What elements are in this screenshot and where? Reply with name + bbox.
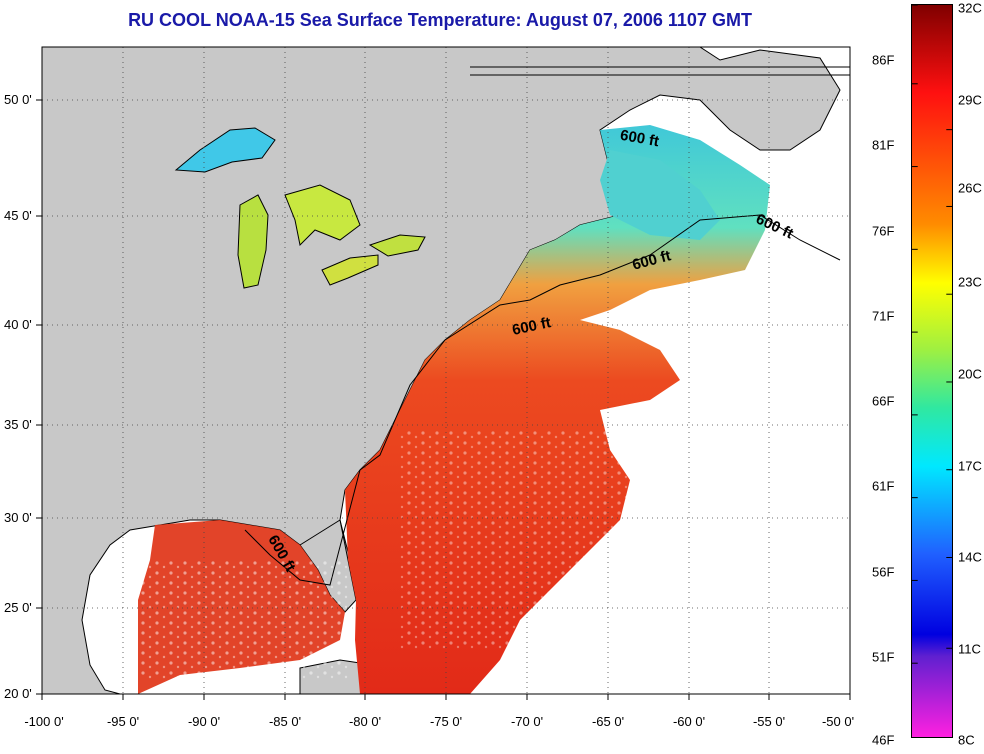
map-title: RU COOL NOAA-15 Sea Surface Temperature:… bbox=[128, 10, 752, 30]
x-tick-label: -100 0' bbox=[24, 714, 64, 729]
colorbar-f-label: 76F bbox=[872, 223, 895, 239]
y-tick-label: 50 0' bbox=[4, 92, 32, 107]
colorbar-c-label: 14C bbox=[958, 549, 982, 565]
y-tick-label: 20 0' bbox=[4, 686, 32, 701]
y-tick-label: 35 0' bbox=[4, 417, 32, 432]
colorbar-f-label: 86F bbox=[872, 52, 895, 68]
colorbar-f-label: 81F bbox=[872, 137, 895, 153]
x-tick-label: -90 0' bbox=[187, 714, 221, 729]
colorbar-f-label: 51F bbox=[872, 649, 895, 665]
colorbar-c-label: 26C bbox=[958, 180, 982, 196]
tick-marks bbox=[36, 99, 851, 700]
x-tick-label: -55 0' bbox=[752, 714, 786, 729]
colorbar-c-label: 23C bbox=[958, 274, 982, 290]
sst-gulf-st-lawrence bbox=[600, 150, 720, 240]
lake-superior bbox=[174, 127, 276, 173]
colorbar-c-label: 32C bbox=[958, 0, 982, 16]
y-tick-label: 30 0' bbox=[4, 510, 32, 525]
x-tick-label: -80 0' bbox=[348, 714, 382, 729]
x-tick-label: -75 0' bbox=[429, 714, 463, 729]
colorbar-c-label: 11C bbox=[958, 641, 981, 657]
x-tick-label: -60 0' bbox=[672, 714, 706, 729]
colorbar-c-label: 8C bbox=[958, 732, 975, 748]
colorbar-c-label: 20C bbox=[958, 366, 982, 382]
y-tick-label: 45 0' bbox=[4, 208, 32, 223]
lake-michigan bbox=[237, 194, 269, 289]
x-tick-label: -65 0' bbox=[591, 714, 625, 729]
x-tick-label: -70 0' bbox=[510, 714, 544, 729]
colorbar-c-label: 17C bbox=[958, 458, 982, 474]
x-tick-label: -85 0' bbox=[268, 714, 302, 729]
colorbar-f-label: 46F bbox=[872, 732, 895, 748]
lake-erie bbox=[321, 254, 379, 286]
lake-ontario bbox=[368, 234, 426, 257]
colorbar-f-label: 71F bbox=[872, 308, 895, 324]
isobath-600ft bbox=[244, 214, 841, 586]
colorbar-f-label: 61F bbox=[872, 478, 895, 494]
colorbar-c-label: 29C bbox=[958, 92, 982, 108]
lake-huron bbox=[284, 184, 361, 247]
x-tick-label: -95 0' bbox=[106, 714, 140, 729]
x-tick-label: -50 0' bbox=[821, 714, 855, 729]
y-tick-label: 40 0' bbox=[4, 317, 32, 332]
colorbar-f-label: 56F bbox=[872, 564, 895, 580]
y-tick-label: 25 0' bbox=[4, 600, 32, 615]
temperature-colorbar bbox=[911, 4, 953, 738]
colorbar-f-label: 66F bbox=[872, 393, 895, 409]
